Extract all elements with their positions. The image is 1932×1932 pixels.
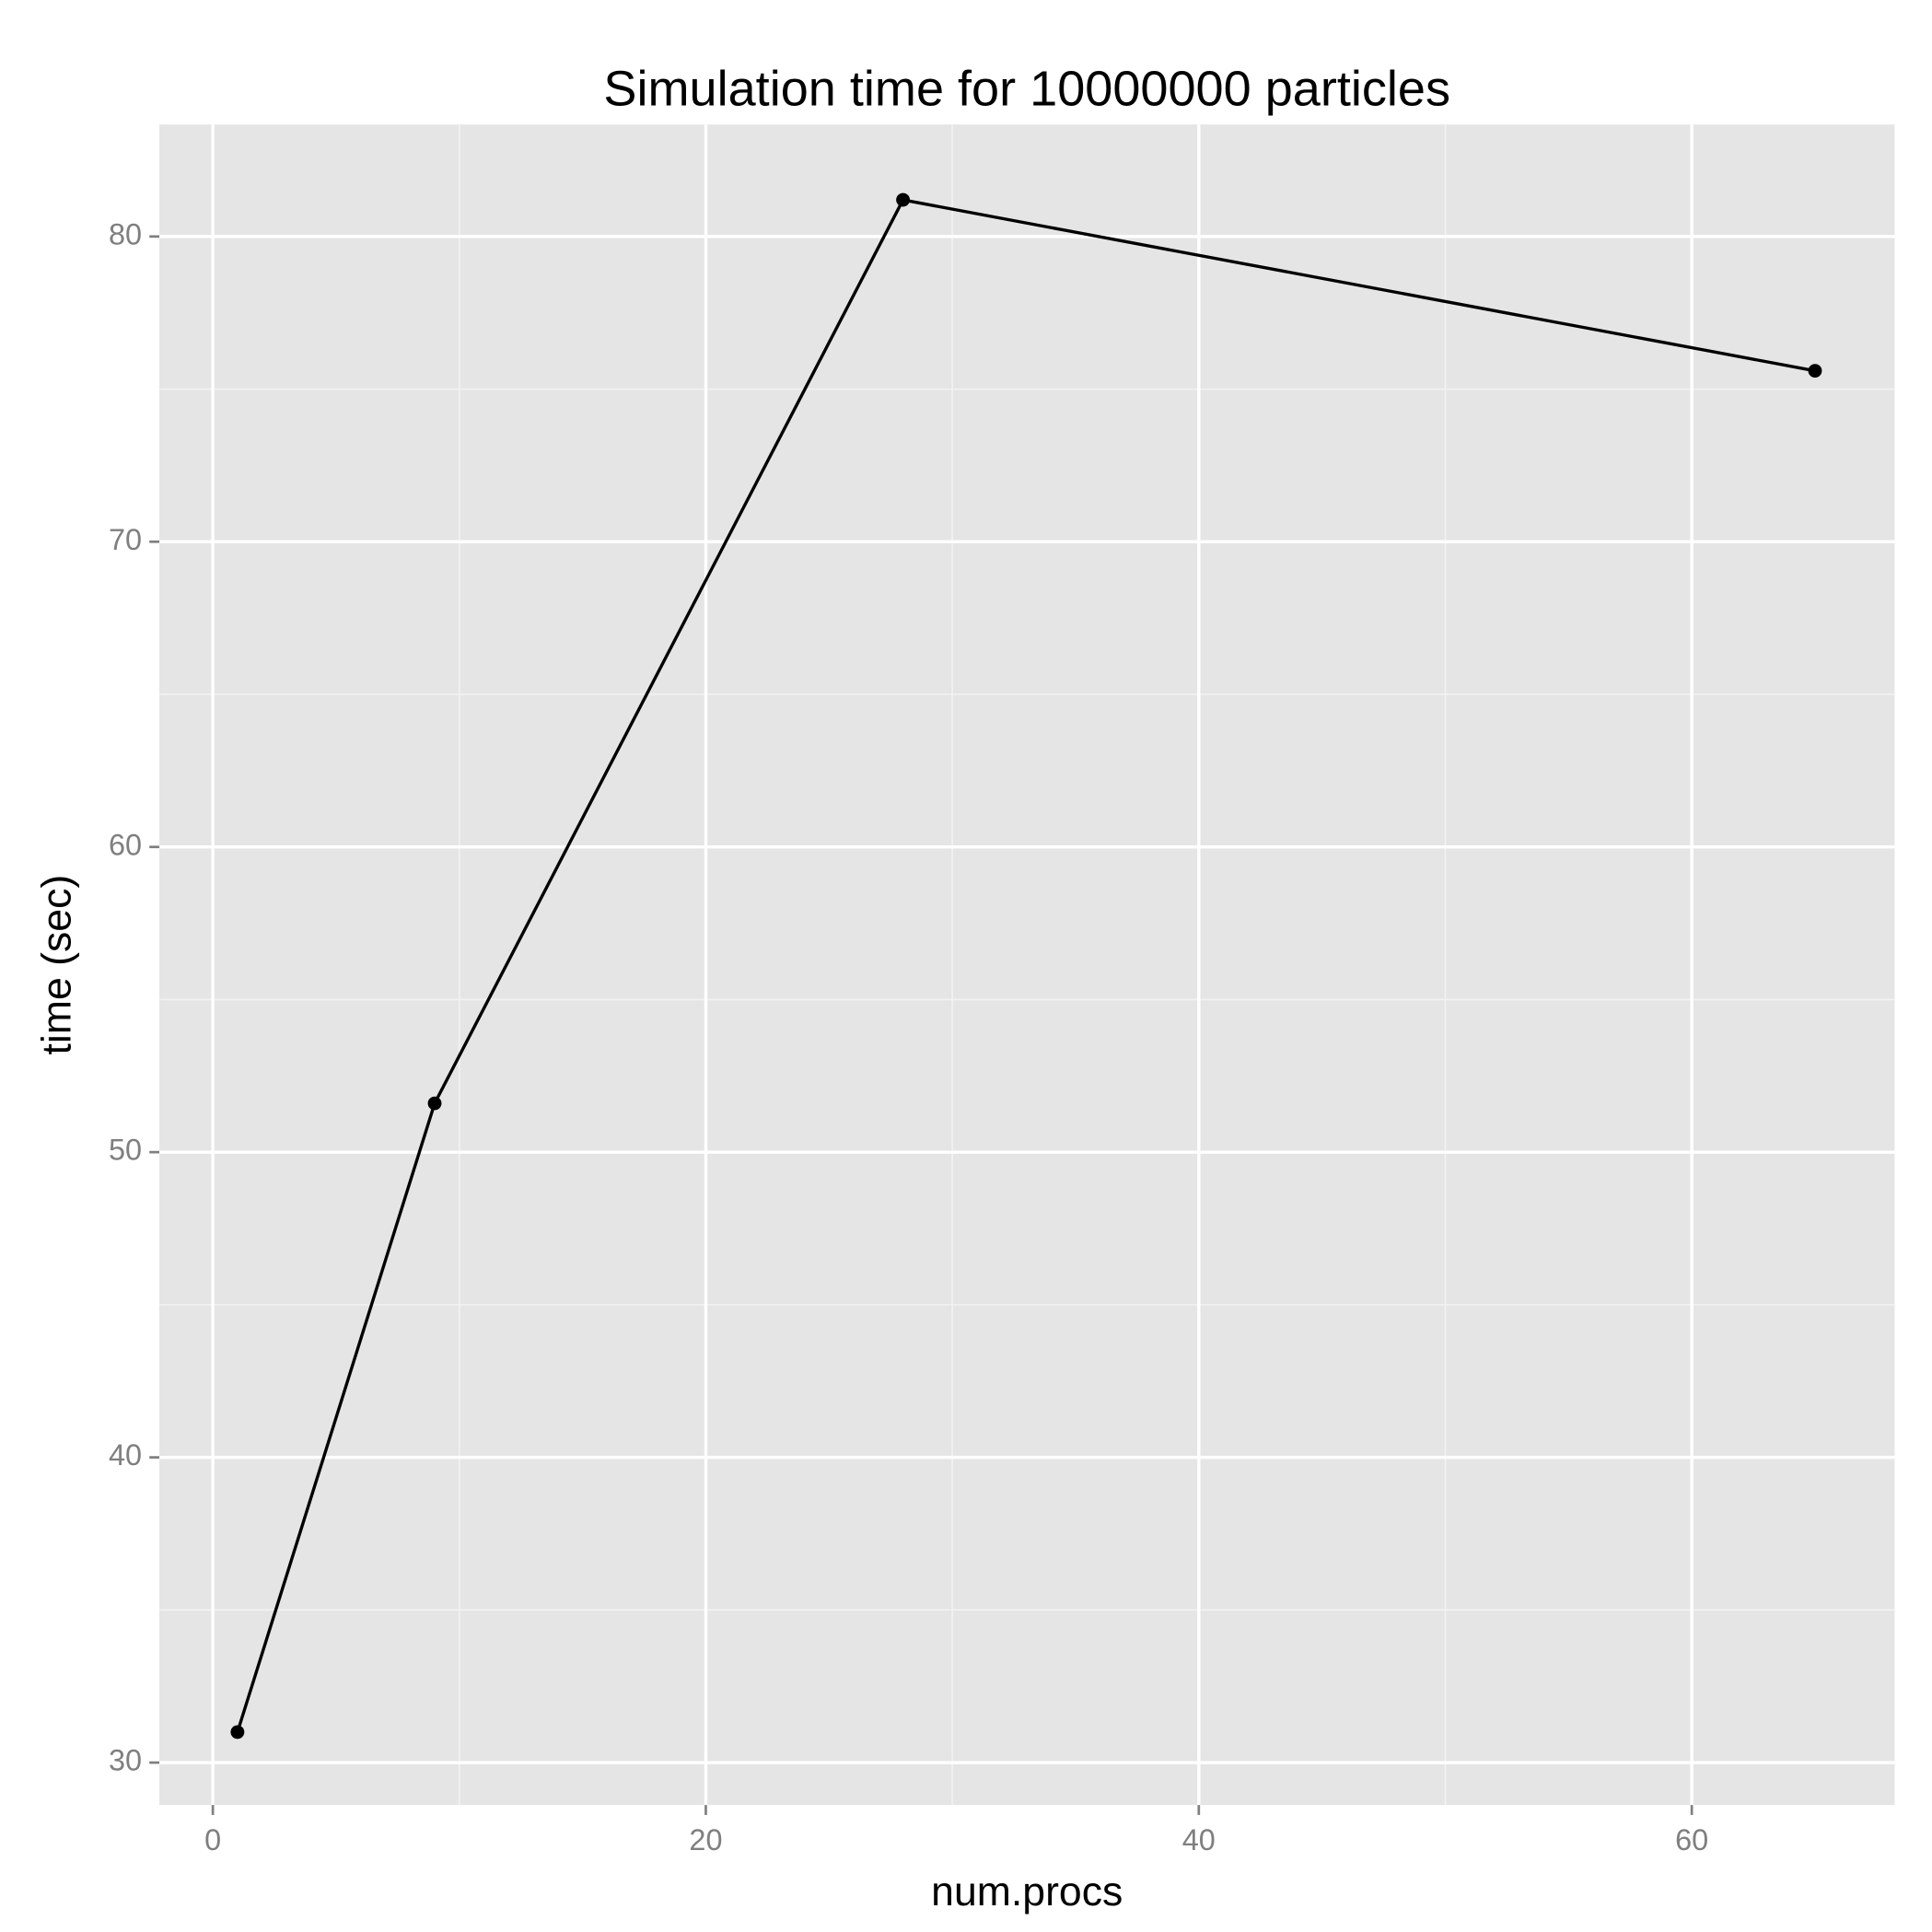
- grid: [159, 124, 1895, 1806]
- x-tick-label: 20: [689, 1823, 722, 1856]
- data-point: [230, 1725, 245, 1740]
- x-tick-label: 40: [1182, 1823, 1216, 1856]
- y-tick-label: 50: [109, 1134, 142, 1167]
- data-line: [236, 198, 1816, 1733]
- data-point: [427, 1096, 442, 1111]
- marks: [230, 192, 1822, 1740]
- plot-panel: [159, 124, 1895, 1806]
- x-tick-label: 0: [204, 1823, 221, 1856]
- data-point: [896, 192, 911, 207]
- y-axis-label: time (sec): [35, 875, 80, 1055]
- x-tick-label: 60: [1675, 1823, 1708, 1856]
- x-axis-label: num.procs: [931, 1869, 1123, 1915]
- y-tick-label: 70: [109, 523, 142, 556]
- y-tick-label: 40: [109, 1438, 142, 1472]
- chart-title: Simulation time for 10000000 particles: [603, 61, 1450, 116]
- data-point: [1808, 364, 1822, 378]
- y-tick-label: 60: [109, 828, 142, 861]
- y-tick-label: 30: [109, 1744, 142, 1777]
- y-tick-label: 80: [109, 217, 142, 250]
